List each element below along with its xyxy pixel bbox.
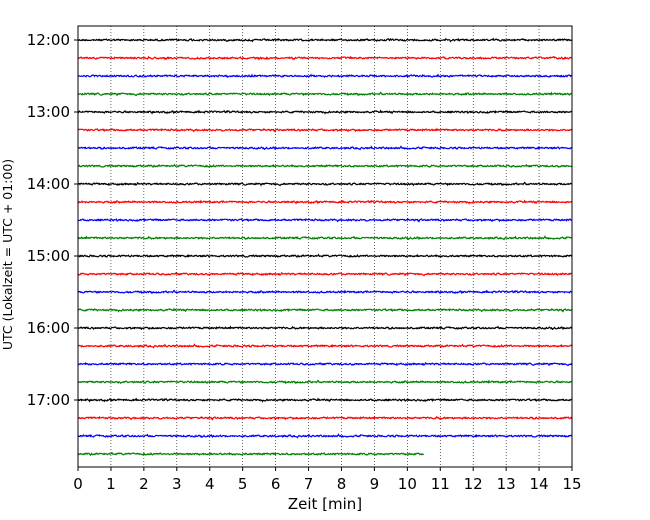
trace-line: [77, 73, 573, 79]
trace-line: [77, 109, 573, 115]
x-tick-label: 5: [238, 475, 248, 493]
trace-line: [77, 181, 573, 187]
y-axis-label: UTC (Lokalzeit = UTC + 01:00): [0, 159, 15, 350]
trace-line: [77, 289, 573, 295]
trace-line: [77, 235, 573, 241]
trace-line: [77, 253, 573, 259]
x-tick-label: 13: [497, 475, 516, 493]
trace-line: [77, 145, 573, 151]
trace-line: [77, 91, 573, 97]
x-tick-label: 1: [106, 475, 116, 493]
trace-line: [77, 307, 573, 313]
x-tick-label: 7: [304, 475, 314, 493]
x-tick-label: 9: [370, 475, 380, 493]
x-tick-label: 14: [530, 475, 549, 493]
x-axis-label: Zeit [min]: [288, 495, 362, 513]
x-tick-label: 8: [337, 475, 347, 493]
y-tick-label: 13:00: [27, 103, 70, 121]
trace-line: [77, 325, 573, 331]
x-tick-label: 15: [562, 475, 581, 493]
trace-line: [77, 217, 573, 223]
grid-lines: [110, 26, 540, 467]
plot-frame: [77, 25, 573, 468]
trace-line: [77, 127, 573, 133]
trace-line: [77, 379, 573, 385]
y-axis-ticks: 12:00 13:00 14:00 15:00 16:00 17:00: [27, 31, 78, 409]
trace-line: [77, 343, 573, 349]
trace-line: [77, 433, 573, 439]
y-tick-label: 16:00: [27, 319, 70, 337]
trace-line: [77, 55, 573, 61]
x-tick-label: 10: [398, 475, 417, 493]
x-tick-label: 4: [205, 475, 215, 493]
trace-line: [77, 199, 573, 205]
y-tick-label: 15:00: [27, 247, 70, 265]
x-tick-label: 3: [172, 475, 182, 493]
y-tick-label: 14:00: [27, 175, 70, 193]
x-tick-label: 2: [139, 475, 149, 493]
x-tick-label: 6: [271, 475, 281, 493]
trace-line: [77, 37, 573, 43]
x-tick-label: 11: [431, 475, 450, 493]
x-tick-label: 0: [73, 475, 83, 493]
trace-line: [77, 271, 573, 277]
y-tick-label: 12:00: [27, 31, 70, 49]
trace-line: [77, 415, 573, 421]
y-tick-label: 17:00: [27, 391, 70, 409]
traces: [77, 37, 573, 457]
trace-line: [77, 451, 425, 457]
trace-line: [77, 361, 573, 367]
trace-line: [77, 397, 573, 403]
trace-line: [77, 163, 573, 169]
x-axis-ticks: 0 1 2 3 4 5 6 7 8 9 10 11 12 13 14 15: [73, 467, 582, 493]
x-tick-label: 12: [464, 475, 483, 493]
